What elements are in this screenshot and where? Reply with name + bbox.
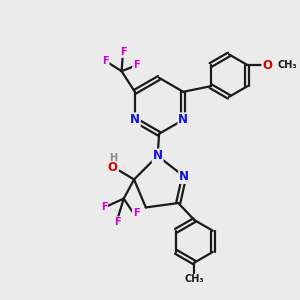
- Text: N: N: [153, 149, 163, 162]
- Text: CH₃: CH₃: [278, 60, 297, 70]
- Text: N: N: [130, 113, 140, 126]
- Text: O: O: [262, 58, 272, 71]
- Text: F: F: [101, 202, 107, 212]
- Text: O: O: [108, 160, 118, 174]
- Text: N: N: [178, 113, 188, 126]
- Text: F: F: [115, 217, 121, 227]
- Text: N: N: [179, 170, 189, 183]
- Text: F: F: [133, 208, 140, 218]
- Text: H: H: [109, 153, 117, 163]
- Text: F: F: [133, 60, 140, 70]
- Text: CH₃: CH₃: [184, 274, 204, 284]
- Text: F: F: [102, 56, 109, 66]
- Text: F: F: [120, 47, 126, 57]
